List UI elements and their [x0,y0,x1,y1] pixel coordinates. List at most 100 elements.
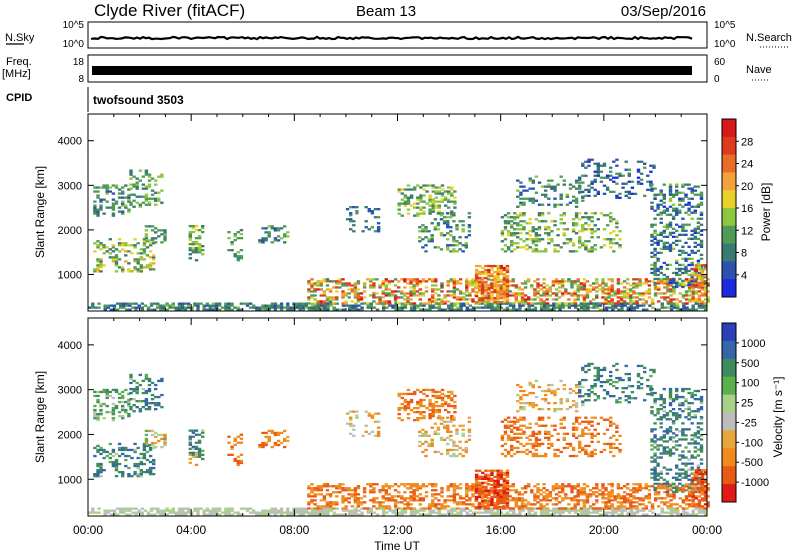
echo-cell [499,485,503,488]
echo-cell [599,164,604,167]
echo-cell [700,511,705,514]
echo-cell [595,485,599,488]
echo-cell [390,290,395,293]
echo-cell [440,507,444,510]
echo-cell [557,501,562,504]
echo-cell [576,290,580,293]
echo-cell [428,198,432,201]
echo-cell [119,507,123,510]
echo-cell [483,499,487,502]
echo-cell [400,214,404,217]
echo-cell [512,306,516,309]
echo-cell [211,306,216,309]
echo-cell [397,296,401,299]
echo-cell [437,390,442,394]
echo-cell [660,292,664,295]
echo-cell [424,236,428,239]
echo-cell [144,400,149,403]
echo-cell [604,497,608,500]
echo-cell [643,162,647,165]
echo-cell [542,290,546,293]
echo-cell [128,509,132,512]
echo-cell [616,288,621,291]
echo-cell [194,463,199,467]
echo-cell [160,229,164,232]
echo-cell [666,507,671,510]
echo-cell [105,454,109,458]
echo-cell [122,306,126,309]
echo-cell [378,505,382,508]
echo-cell [148,473,153,476]
echo-cell [657,282,661,285]
echo-cell [703,280,708,283]
echo-cell [558,308,562,311]
echo-cell [276,509,281,512]
echo-cell [188,437,192,440]
echo-cell [157,197,161,200]
echo-cell [362,282,367,285]
echo-cell [534,228,539,231]
echo-cell [499,511,503,514]
echo-cell [530,507,534,510]
echo-cell [478,299,482,302]
echo-cell [261,241,265,244]
echo-cell [201,431,205,434]
echo-cell [582,501,587,504]
echo-cell [626,483,630,486]
echo-cell [136,462,140,466]
echo-cell [449,216,453,219]
echo-cell [684,271,688,275]
echo-cell [593,244,597,247]
echo-cell [656,277,660,281]
echo-cell [177,304,182,307]
echo-cell [573,507,577,510]
echo-cell [610,485,614,488]
echo-cell [307,485,311,488]
echo-cell [496,513,500,516]
echo-cell [279,513,284,516]
echo-cell [537,214,542,217]
echo-cell [545,288,549,291]
echo-cell [348,304,352,307]
echo-cell [440,298,444,301]
echo-cell [573,292,577,295]
echo-cell [341,294,345,297]
echo-cell [319,302,323,305]
echo-cell [393,300,398,303]
echo-cell [516,214,520,217]
echo-cell [154,383,158,387]
echo-cell [626,278,630,281]
echo-cell [546,511,550,514]
echo-cell [103,509,107,512]
echo-cell [700,292,705,295]
echo-cell [656,193,660,196]
echo-cell [461,244,465,247]
echo-cell [690,197,694,200]
echo-cell [646,180,650,183]
echo-cell [447,402,451,406]
echo-cell [576,294,580,297]
echo-cell [117,448,122,452]
echo-cell [584,240,588,243]
echo-cell [700,306,705,309]
echo-cell [669,493,673,496]
echo-cell [102,390,106,394]
echo-cell [662,229,666,232]
echo-cell [322,485,327,488]
echo-cell [493,280,497,284]
echo-cell [684,483,689,486]
echo-cell [699,195,704,198]
echo-cell [514,296,518,299]
echo-cell [580,308,584,311]
echo-cell [691,298,695,301]
echo-cell [202,511,206,514]
echo-cell [474,284,479,288]
echo-cell [697,294,702,297]
echo-cell [474,292,479,296]
echo-cell [609,170,613,173]
echo-cell [149,507,154,510]
echo-cell [112,509,117,512]
echo-cell [484,276,488,280]
echo-cell [481,270,485,274]
echo-cell [188,461,192,465]
